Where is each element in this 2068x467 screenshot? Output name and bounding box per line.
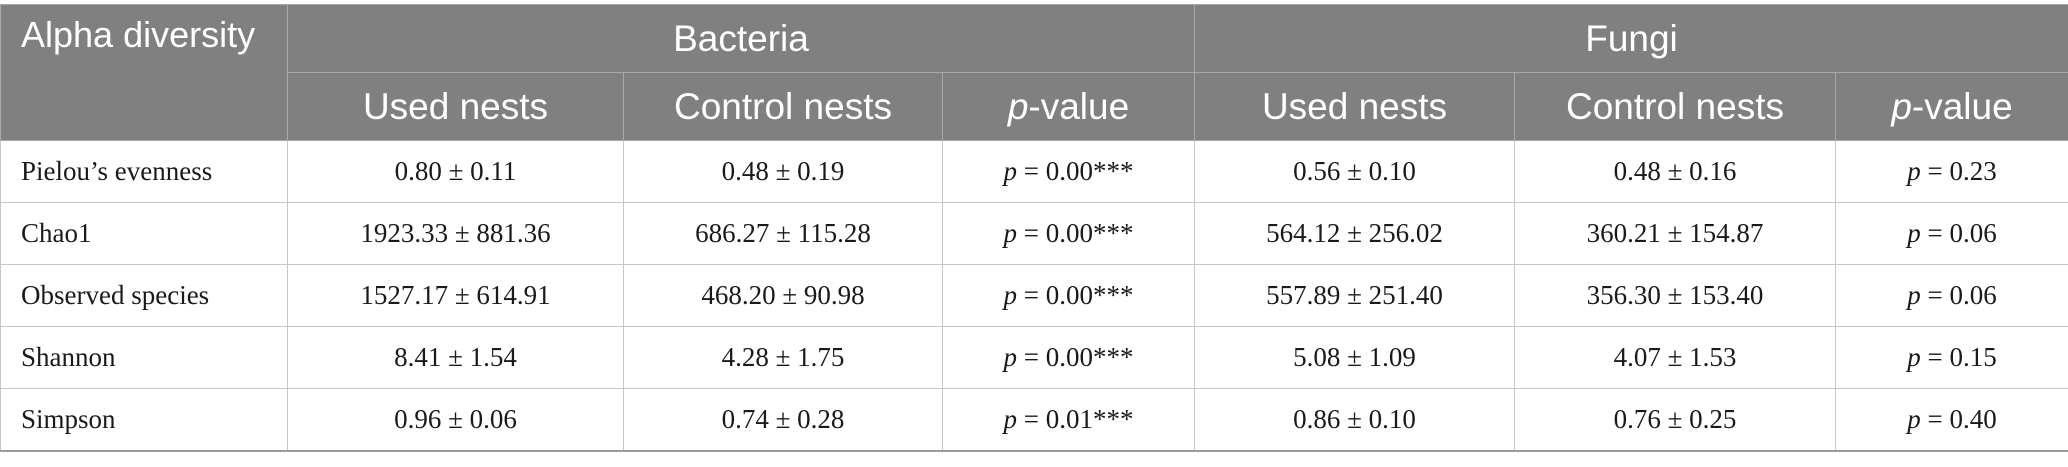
col-header-fungi-used: Used nests — [1194, 72, 1515, 141]
p-letter: p — [1907, 342, 1921, 372]
bacteria-control-cell: 4.28 ± 1.75 — [623, 326, 943, 389]
pvalue-p-letter: p — [1891, 85, 1912, 127]
p-letter: p — [1907, 218, 1921, 248]
bacteria-control-cell: 686.27 ± 115.28 — [623, 202, 943, 265]
table-row: Chao1 1923.33 ± 881.36 686.27 ± 115.28 p… — [0, 202, 2068, 265]
col-header-fungi-control: Control nests — [1514, 72, 1836, 141]
col-header-bacteria-control: Control nests — [623, 72, 943, 141]
bacteria-pvalue-cell: p = 0.00*** — [942, 264, 1195, 327]
bacteria-used-cell: 8.41 ± 1.54 — [287, 326, 624, 389]
fungi-pvalue-cell: p = 0.23 — [1835, 140, 2068, 203]
p-value-text: = 0.01*** — [1017, 404, 1134, 434]
fungi-pvalue-cell: p = 0.40 — [1835, 388, 2068, 452]
alpha-diversity-table: Alpha diversity Bacteria Fungi Used nest… — [0, 4, 2068, 452]
col-header-fungi-pvalue: p-value — [1835, 72, 2068, 141]
table-row: Simpson 0.96 ± 0.06 0.74 ± 0.28 p = 0.01… — [0, 388, 2068, 452]
group-header-bacteria: Bacteria — [287, 4, 1195, 73]
pvalue-suffix: -value — [1911, 85, 2013, 127]
row-label: Shannon — [0, 326, 288, 389]
group-header-fungi: Fungi — [1194, 4, 2068, 73]
p-letter: p — [1003, 218, 1018, 248]
fungi-used-cell: 557.89 ± 251.40 — [1194, 264, 1515, 327]
p-letter: p — [1003, 404, 1018, 434]
bacteria-pvalue-cell: p = 0.00*** — [942, 202, 1195, 265]
fungi-used-cell: 564.12 ± 256.02 — [1194, 202, 1515, 265]
p-value-text: = 0.06 — [1920, 218, 1997, 248]
table-row: Pielou’s evenness 0.80 ± 0.11 0.48 ± 0.1… — [0, 140, 2068, 203]
col-header-bacteria-used: Used nests — [287, 72, 624, 141]
fungi-control-cell: 356.30 ± 153.40 — [1514, 264, 1836, 327]
table-row: Observed species 1527.17 ± 614.91 468.20… — [0, 264, 2068, 327]
p-value-text: = 0.40 — [1920, 404, 1997, 434]
fungi-control-cell: 4.07 ± 1.53 — [1514, 326, 1836, 389]
bacteria-control-cell: 0.74 ± 0.28 — [623, 388, 943, 452]
fungi-used-cell: 0.86 ± 0.10 — [1194, 388, 1515, 452]
p-letter: p — [1907, 280, 1921, 310]
fungi-pvalue-cell: p = 0.06 — [1835, 264, 2068, 327]
header-row-groups: Alpha diversity Bacteria Fungi — [0, 4, 2068, 141]
fungi-used-cell: 0.56 ± 0.10 — [1194, 140, 1515, 203]
bacteria-used-cell: 1527.17 ± 614.91 — [287, 264, 624, 327]
header-row-columns: Used nests Control nests p-value Used ne… — [1, 72, 2068, 141]
p-letter: p — [1907, 404, 1921, 434]
p-value-text: = 0.00*** — [1017, 218, 1134, 248]
p-value-text: = 0.15 — [1920, 342, 1997, 372]
bacteria-pvalue-cell: p = 0.00*** — [942, 326, 1195, 389]
table-container: Alpha diversity Bacteria Fungi Used nest… — [0, 4, 2068, 452]
bacteria-control-cell: 0.48 ± 0.19 — [623, 140, 943, 203]
pvalue-suffix: -value — [1028, 85, 1130, 127]
p-value-text: = 0.06 — [1920, 280, 1997, 310]
p-value-text: = 0.00*** — [1017, 342, 1134, 372]
fungi-pvalue-cell: p = 0.06 — [1835, 202, 2068, 265]
row-header-label: Alpha diversity — [0, 4, 288, 141]
fungi-used-cell: 5.08 ± 1.09 — [1194, 326, 1515, 389]
p-value-text: = 0.00*** — [1017, 280, 1134, 310]
bacteria-used-cell: 1923.33 ± 881.36 — [287, 202, 624, 265]
fungi-control-cell: 0.76 ± 0.25 — [1514, 388, 1836, 452]
bacteria-control-cell: 468.20 ± 90.98 — [623, 264, 943, 327]
fungi-pvalue-cell: p = 0.15 — [1835, 326, 2068, 389]
p-letter: p — [1003, 156, 1018, 186]
bacteria-pvalue-cell: p = 0.00*** — [942, 140, 1195, 203]
p-value-text: = 0.00*** — [1017, 156, 1134, 186]
p-letter: p — [1003, 342, 1018, 372]
fungi-control-cell: 360.21 ± 154.87 — [1514, 202, 1836, 265]
row-label: Observed species — [0, 264, 288, 327]
p-value-text: = 0.23 — [1920, 156, 1997, 186]
pvalue-p-letter: p — [1007, 85, 1029, 127]
fungi-control-cell: 0.48 ± 0.16 — [1514, 140, 1836, 203]
bacteria-used-cell: 0.80 ± 0.11 — [287, 140, 624, 203]
bacteria-used-cell: 0.96 ± 0.06 — [287, 388, 624, 452]
bacteria-pvalue-cell: p = 0.01*** — [942, 388, 1195, 452]
p-letter: p — [1907, 156, 1921, 186]
p-letter: p — [1003, 280, 1018, 310]
row-label: Pielou’s evenness — [0, 140, 288, 203]
row-label: Simpson — [0, 388, 288, 452]
row-label: Chao1 — [0, 202, 288, 265]
col-header-bacteria-pvalue: p-value — [942, 72, 1195, 141]
table-row: Shannon 8.41 ± 1.54 4.28 ± 1.75 p = 0.00… — [0, 326, 2068, 389]
